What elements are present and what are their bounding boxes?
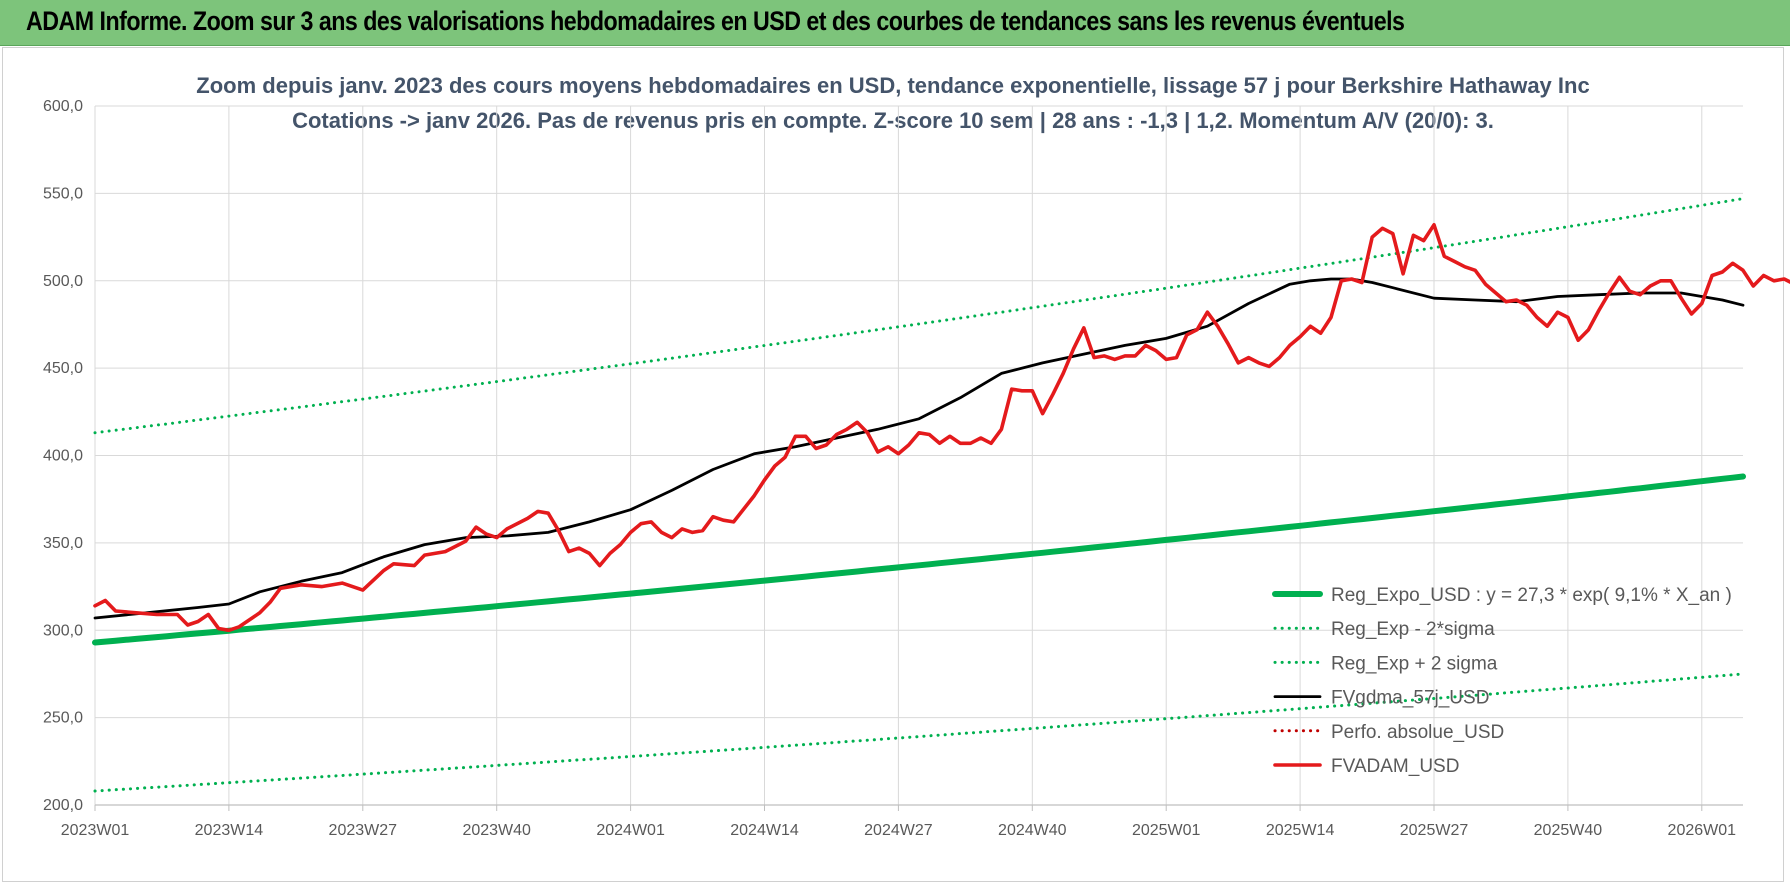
legend-label: Reg_Expo_USD : y = 27,3 * exp( 9,1% * X_… [1331, 585, 1732, 606]
y-tick-label: 350,0 [43, 535, 83, 552]
x-tick-label: 2024W01 [596, 822, 665, 839]
y-tick-label: 400,0 [43, 448, 83, 465]
report-title: ADAM Informe. Zoom sur 3 ans des valoris… [26, 6, 1405, 36]
chart-subtitle-line2: Cotations -> janv 2026. Pas de revenus p… [292, 108, 1494, 133]
series-line-reg-expo-usd [92, 473, 1746, 646]
x-tick-label: 2024W14 [730, 822, 799, 839]
grid [94, 105, 1743, 811]
x-tick-label: 2025W14 [1266, 822, 1335, 839]
x-tick-label: 2023W14 [195, 822, 264, 839]
series-line-fvadam-usd [93, 223, 1790, 633]
x-tick-label: 2023W01 [61, 822, 130, 839]
legend-label: FVADAM_USD [1331, 756, 1459, 777]
x-tick-label: 2025W01 [1132, 822, 1201, 839]
x-tick-label: 2025W40 [1534, 822, 1603, 839]
chart-frame [2, 47, 1784, 882]
legend-label: FVgdma_57j_USD [1331, 688, 1489, 709]
y-tick-label: 600,0 [43, 98, 83, 115]
x-tick-label: 2023W27 [329, 822, 398, 839]
series-line-reg-exp-2-sigma [93, 672, 1745, 793]
y-tick-label: 200,0 [43, 797, 83, 814]
x-tick-label: 2024W27 [864, 822, 933, 839]
legend-label: Reg_Exp - 2*sigma [1331, 619, 1495, 640]
y-tick-label: 550,0 [43, 185, 83, 202]
report-banner: ADAM Informe. Zoom sur 3 ans des valoris… [0, 0, 1790, 46]
series-line-fvgdma-57j-usd [93, 277, 1745, 620]
y-tick-label: 300,0 [43, 622, 83, 639]
x-tick-label: 2026W01 [1668, 822, 1737, 839]
x-axis-ticks: 2023W01 2023W14 2023W27 2023W40 2024W01 2024W… [61, 822, 1736, 839]
x-tick-label: 2025W27 [1400, 822, 1469, 839]
y-tick-label: 450,0 [43, 360, 83, 377]
legend: Reg_Expo_USD : y = 27,3 * exp( 9,1% * X_… [1272, 585, 1732, 777]
legend-label: Perfo. absolue_USD [1331, 722, 1504, 743]
y-axis-ticks: 200,0 250,0 300,0 350,0 400,0 450,0 500,0 550,0… [43, 98, 83, 814]
legend-label: Reg_Exp + 2 sigma [1331, 653, 1498, 674]
y-tick-label: 250,0 [43, 710, 83, 727]
series-layer [92, 197, 1790, 793]
x-tick-label: 2024W40 [998, 822, 1067, 839]
series-line-reg-exp-2-sigma [93, 197, 1745, 435]
x-tick-label: 2023W40 [462, 822, 531, 839]
chart-subtitle-line1: Zoom depuis janv. 2023 des cours moyens … [196, 73, 1589, 98]
y-tick-label: 500,0 [43, 273, 83, 290]
